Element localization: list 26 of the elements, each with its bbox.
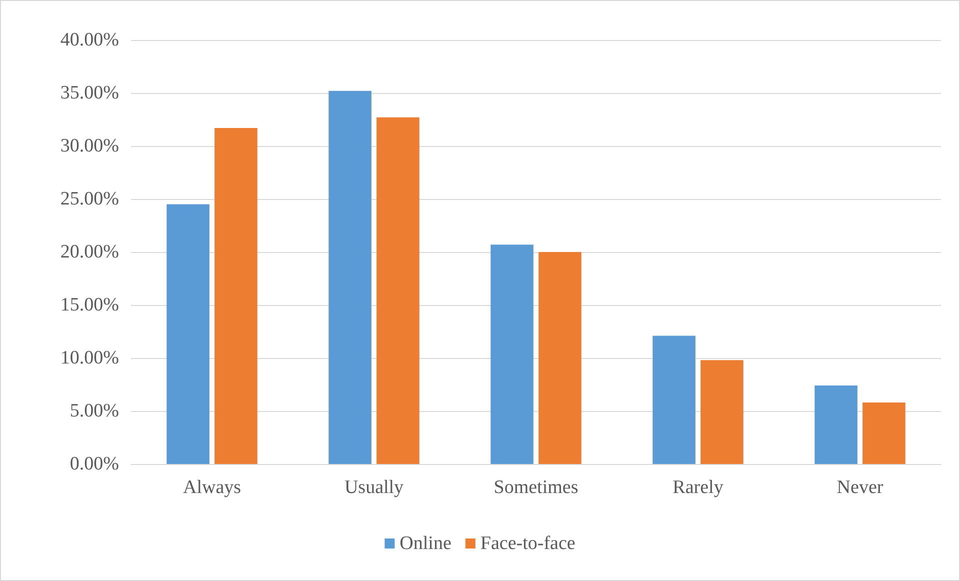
bar: [328, 90, 372, 464]
bar: [700, 360, 744, 464]
y-tick-label: 15.00%: [60, 294, 120, 316]
y-tick-label: 30.00%: [60, 136, 120, 156]
y-tick-label: 25.00%: [60, 188, 120, 210]
bar: [166, 204, 210, 464]
x-tick-label: Sometimes: [494, 477, 578, 498]
y-tick-label: 40.00%: [60, 30, 120, 50]
y-tick-label: 20.00%: [60, 242, 120, 262]
y-tick-label: 0.00%: [70, 454, 120, 474]
y-tick-label: 35.00%: [60, 82, 120, 104]
legend-label: Face-to-face: [480, 533, 576, 554]
bar: [652, 336, 696, 464]
x-tick-label: Never: [836, 477, 884, 498]
x-tick-label: Usually: [344, 477, 404, 498]
y-tick-label: 5.00%: [70, 400, 120, 422]
legend-label: Online: [400, 533, 452, 554]
bar: [538, 252, 582, 464]
bar: [490, 244, 534, 464]
bar: [214, 128, 258, 464]
bar: [376, 117, 420, 464]
x-tick-label: Rarely: [672, 477, 724, 498]
bar: [862, 402, 906, 464]
bar: [814, 386, 858, 464]
y-tick-label: 10.00%: [60, 348, 120, 368]
x-tick-label: Always: [182, 477, 242, 498]
